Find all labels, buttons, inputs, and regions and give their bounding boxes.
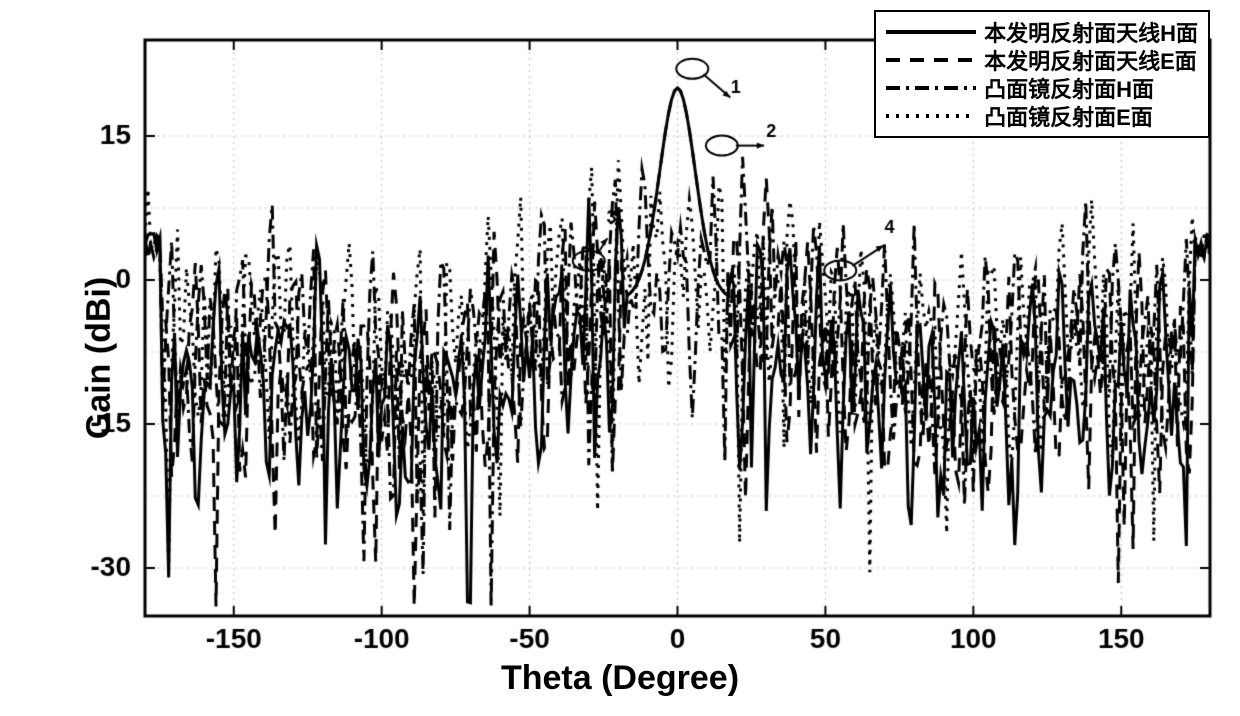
legend-item: 凸面镜反射面H面 — [886, 74, 1198, 102]
legend-label: 凸面镜反射面E面 — [984, 100, 1153, 132]
y-axis-label: Gain (dBi) — [80, 277, 119, 439]
legend-item: 凸面镜反射面E面 — [886, 102, 1198, 130]
legend-item: 本发明反射面天线E面 — [886, 46, 1198, 74]
legend-swatch-dot — [886, 104, 976, 128]
legend-swatch-solid — [886, 20, 976, 44]
legend: 本发明反射面天线H面 本发明反射面天线E面 凸面镜反射面H面 凸面镜反射面E面 — [874, 10, 1210, 138]
legend-swatch-dash — [886, 48, 976, 72]
x-axis-label: Theta (Degree) — [501, 659, 739, 698]
legend-item: 本发明反射面天线H面 — [886, 18, 1198, 46]
legend-swatch-dashdot — [886, 76, 976, 100]
